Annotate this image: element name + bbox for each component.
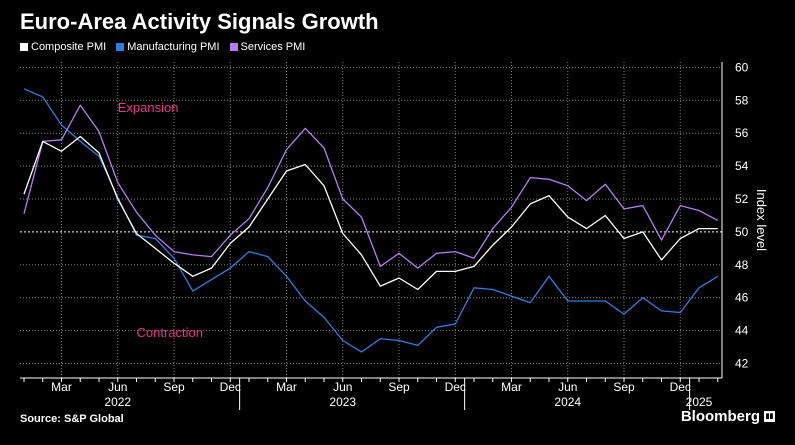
brand-name: Bloomberg: [680, 408, 760, 425]
legend-swatch-composite: [20, 43, 28, 51]
y-tick-label: 46: [735, 291, 749, 305]
legend-label-composite: Composite PMI: [31, 41, 107, 53]
legend-swatch-services: [229, 43, 238, 51]
x-tick-label: Jun: [558, 380, 577, 394]
y-tick-label: 56: [735, 126, 749, 140]
y-tick-label: 54: [735, 159, 749, 173]
y-tick-label: 60: [735, 60, 749, 74]
y-tick-label: 52: [735, 192, 749, 206]
y-axis-title: Index level: [754, 189, 769, 251]
source-note: Source: S&P Global: [20, 413, 124, 425]
chart-legend: Composite PMI Manufacturing PMI Services…: [20, 41, 305, 53]
bloomberg-logo: Bloomberg ▮▮: [681, 408, 775, 425]
x-tick-label: Mar: [276, 380, 297, 394]
x-year-label: 2023: [329, 395, 356, 409]
chart-badge-icon: ▮▮: [764, 411, 775, 422]
services-pmi-line: [23, 104, 719, 269]
y-tick-label: 48: [735, 258, 749, 272]
legend-label-services: Services PMI: [240, 41, 306, 53]
x-tick-label: Jun: [333, 380, 352, 394]
legend-item-services: Services PMI: [229, 41, 306, 53]
legend-swatch-manufacturing: [116, 43, 125, 51]
y-tick-label: 42: [735, 357, 749, 371]
annotation-expansion: Expansion: [118, 100, 179, 115]
x-tick-label: Mar: [51, 380, 72, 394]
y-tick-label: 44: [735, 324, 749, 338]
x-year-label: 2025: [686, 395, 713, 409]
x-tick-label: Dec: [670, 380, 691, 394]
legend-item-manufacturing: Manufacturing PMI: [116, 41, 220, 53]
x-year-label: 2024: [554, 395, 581, 409]
x-tick-label: Jun: [108, 380, 127, 394]
manufacturing-pmi-line: [23, 88, 719, 353]
x-year-label: 2022: [104, 395, 131, 409]
x-tick-label: Sep: [613, 380, 635, 394]
y-tick-label: 58: [735, 93, 749, 107]
annotation-contraction: Contraction: [137, 325, 203, 340]
x-tick-label: Dec: [220, 380, 241, 394]
x-tick-label: Sep: [163, 380, 185, 394]
x-tick-label: Sep: [388, 380, 410, 394]
x-tick-label: Dec: [445, 380, 466, 394]
composite-pmi-line: [23, 135, 718, 291]
legend-item-composite: Composite PMI: [20, 41, 106, 53]
y-tick-label: 50: [735, 225, 749, 239]
chart-title: Euro-Area Activity Signals Growth: [20, 9, 379, 34]
x-tick-label: Mar: [501, 380, 522, 394]
legend-label-manufacturing: Manufacturing PMI: [127, 41, 220, 53]
